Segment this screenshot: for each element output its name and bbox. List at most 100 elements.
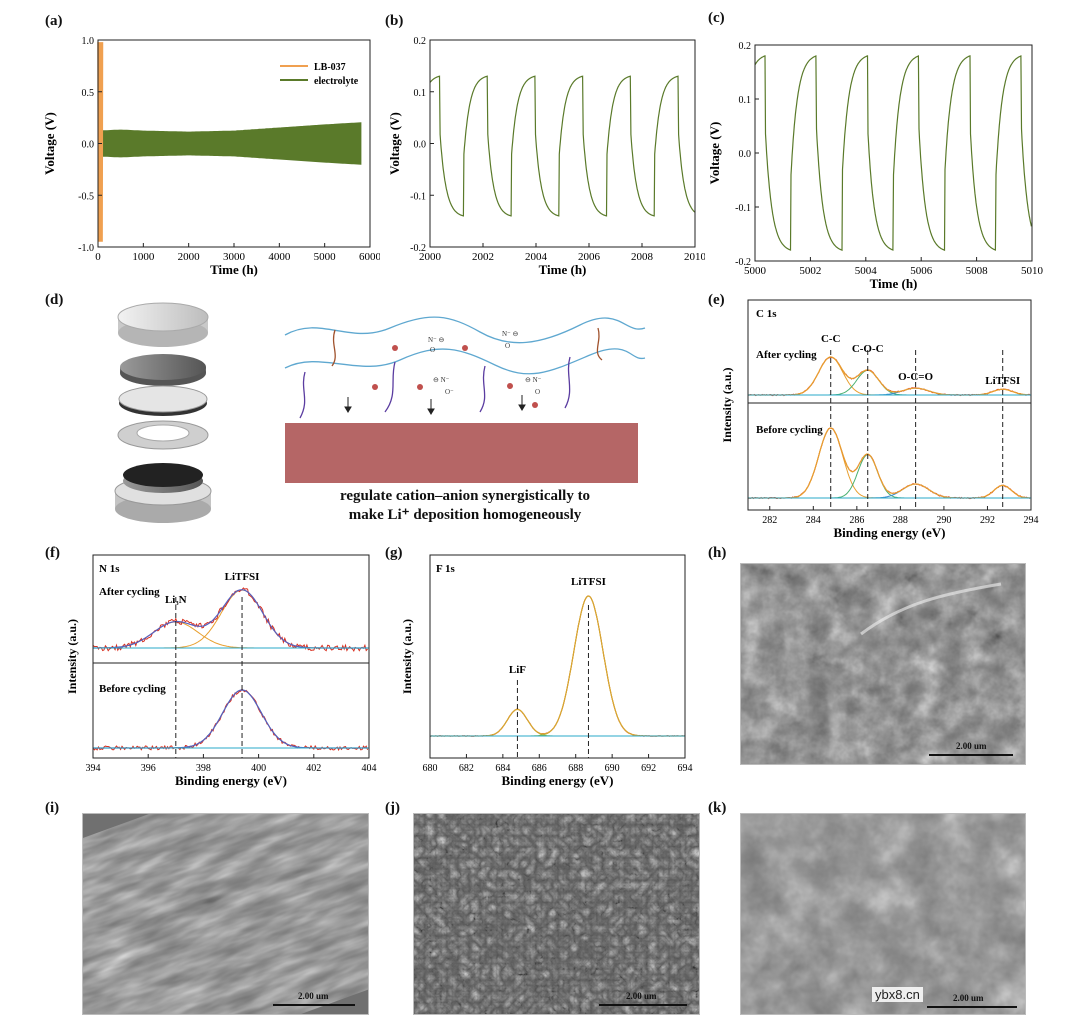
peak-label: LiF xyxy=(509,664,526,676)
svg-text:O: O xyxy=(430,346,435,354)
svg-text:N⁻ ⊖: N⁻ ⊖ xyxy=(502,330,519,338)
peak-label: C-C xyxy=(821,333,841,345)
x-axis-label: Binding energy (eV) xyxy=(834,525,946,540)
scale-label-k: 2.00 um xyxy=(953,993,984,1003)
raw-spectrum xyxy=(747,427,1031,500)
fit-envelope xyxy=(430,595,685,737)
x-tick-label: 690 xyxy=(605,763,620,774)
bottom-spectrum-label: Before cycling xyxy=(756,424,823,436)
panel-label-j: (j) xyxy=(385,800,400,816)
series-voltage xyxy=(429,75,696,217)
polymer-chain-1 xyxy=(284,316,646,344)
x-tick-label: 5000 xyxy=(744,265,767,277)
y-axis-label: Intensity (a.u.) xyxy=(400,619,414,694)
x-tick-label: 682 xyxy=(459,763,474,774)
cell-separator xyxy=(118,385,208,416)
cell-gasket-ring xyxy=(117,420,209,450)
li-ions xyxy=(372,345,538,408)
spectrum-title: F 1s xyxy=(436,563,456,575)
y-tick-label: -0.5 xyxy=(78,191,94,202)
x-tick-label: 1000 xyxy=(132,251,155,263)
x-tick-label: 2004 xyxy=(525,251,548,263)
plot-frame xyxy=(429,554,686,759)
x-tick-label: 396 xyxy=(141,763,156,774)
watermark: ybx8.cn xyxy=(872,987,923,1002)
x-tick-label: 402 xyxy=(306,763,321,774)
x-tick-label: 290 xyxy=(936,515,951,526)
fit-component xyxy=(748,427,1030,499)
panel-label-d: (d) xyxy=(45,292,64,308)
panel-label-g: (g) xyxy=(385,545,403,561)
y-axis-label: Voltage (V) xyxy=(387,112,402,175)
x-tick-label: 5008 xyxy=(966,265,989,277)
scale-bar-j xyxy=(599,1004,687,1006)
chart-b-voltage-zoom: 2000 2002 2004 2006 2008 2010 Time (h) -0.2 -0.1… xyxy=(387,36,705,277)
y-axis-label: Voltage (V) xyxy=(707,122,722,185)
scale-bar-k xyxy=(927,1006,1017,1008)
cell-case xyxy=(114,463,212,523)
sem-image-h: 2.00 um xyxy=(740,563,1026,765)
y-tick-label: 1.0 xyxy=(82,36,95,47)
top-spectrum-label: After cycling xyxy=(99,586,160,598)
spectrum-title: C 1s xyxy=(756,308,777,320)
side-chain-1 xyxy=(299,371,306,419)
y-axis-label: Intensity (a.u.) xyxy=(720,367,734,442)
side-chain-3 xyxy=(479,365,486,413)
legend-label-lb-037: LB-037 xyxy=(314,62,346,73)
panel-label-a: (a) xyxy=(45,13,63,29)
raw-spectrum xyxy=(92,688,369,752)
x-axis-label: Time (h) xyxy=(210,262,258,277)
chart-c-voltage-zoom: 5000 5002 5004 5006 5008 5010 Time (h) -0.2 -0.1… xyxy=(707,41,1044,291)
x-tick-label: 5010 xyxy=(1021,265,1044,277)
svg-text:O: O xyxy=(535,388,540,396)
chart-f-n1s-xps: N 1s After cycling Before cycling Li₃N LiTFS… xyxy=(65,554,377,788)
y-tick-label: 0.2 xyxy=(414,36,427,47)
panel-label-i: (i) xyxy=(45,800,60,816)
series-electrolyte xyxy=(97,122,362,165)
x-axis-label: Time (h) xyxy=(539,262,587,277)
chart-e-c1s-xps: C 1s After cycling Before cycling C-C C-O-C O… xyxy=(720,299,1039,540)
y-tick-label: 0.0 xyxy=(739,149,752,160)
fit-component xyxy=(93,589,368,649)
svg-text:O: O xyxy=(505,342,510,350)
fit-envelope xyxy=(93,689,368,749)
side-chain-2 xyxy=(384,361,396,413)
deposition-arrows xyxy=(344,395,526,415)
bottom-spectrum-label: Before cycling xyxy=(99,683,166,695)
x-tick-label: 6000 xyxy=(359,251,380,263)
y-tick-label: 0.0 xyxy=(414,140,427,151)
x-tick-label: 686 xyxy=(532,763,547,774)
sem-image-i: 2.00 um xyxy=(82,813,369,1015)
x-tick-label: 2000 xyxy=(178,251,201,263)
y-tick-label: 0.0 xyxy=(82,140,95,151)
peak-label: LiTFSI xyxy=(225,571,260,583)
side-chain-4 xyxy=(564,356,571,409)
diagram-caption-line1: regulate cation–anion synergistically to xyxy=(339,488,591,504)
x-tick-label: 394 xyxy=(86,763,101,774)
svg-text:⊖ N⁻: ⊖ N⁻ xyxy=(433,376,450,384)
spectrum-title: N 1s xyxy=(99,563,120,575)
x-tick-label: 5006 xyxy=(910,265,933,277)
x-tick-label: 286 xyxy=(849,515,864,526)
fit-component xyxy=(430,595,685,737)
crosslink-2 xyxy=(596,327,603,361)
chart-g-f1s-xps: F 1s LiF LiTFSI 680 682 684 686 688 690 692 694 Bin… xyxy=(400,554,693,788)
sem-image-k: 2.00 um xyxy=(740,813,1026,1015)
x-axis-label: Time (h) xyxy=(870,276,918,291)
x-tick-label: 692 xyxy=(641,763,656,774)
series-lb-037 xyxy=(97,42,104,242)
x-tick-label: 284 xyxy=(806,515,821,526)
sem-image-j: 2.00 um xyxy=(413,813,700,1015)
cell-electrode xyxy=(120,354,206,386)
x-tick-label: 400 xyxy=(251,763,266,774)
plot-frame xyxy=(747,299,1032,511)
x-tick-label: 680 xyxy=(423,763,438,774)
scale-label-i: 2.00 um xyxy=(298,991,329,1001)
panel-label-k: (k) xyxy=(708,800,727,816)
diagram-caption-line2: make Li⁺ deposition homogeneously xyxy=(348,507,582,523)
x-tick-label: 5004 xyxy=(855,265,878,277)
svg-text:O⁻: O⁻ xyxy=(445,388,454,396)
peak-label: O-C=O xyxy=(898,371,933,383)
x-tick-label: 404 xyxy=(362,763,377,774)
scale-bar-i xyxy=(273,1004,355,1006)
